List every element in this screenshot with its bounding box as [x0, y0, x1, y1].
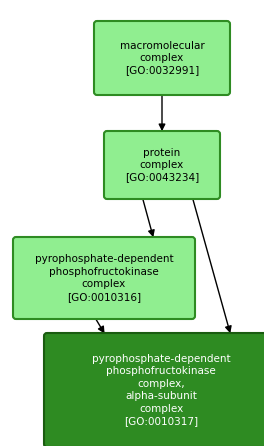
FancyBboxPatch shape	[44, 333, 264, 446]
Text: protein
complex
[GO:0043234]: protein complex [GO:0043234]	[125, 148, 199, 182]
FancyBboxPatch shape	[104, 131, 220, 199]
FancyBboxPatch shape	[94, 21, 230, 95]
Text: macromolecular
complex
[GO:0032991]: macromolecular complex [GO:0032991]	[120, 41, 204, 75]
Text: pyrophosphate-dependent
phosphofructokinase
complex
[GO:0010316]: pyrophosphate-dependent phosphofructokin…	[35, 254, 173, 301]
Text: pyrophosphate-dependent
phosphofructokinase
complex,
alpha-subunit
complex
[GO:0: pyrophosphate-dependent phosphofructokin…	[92, 354, 230, 426]
FancyBboxPatch shape	[13, 237, 195, 319]
